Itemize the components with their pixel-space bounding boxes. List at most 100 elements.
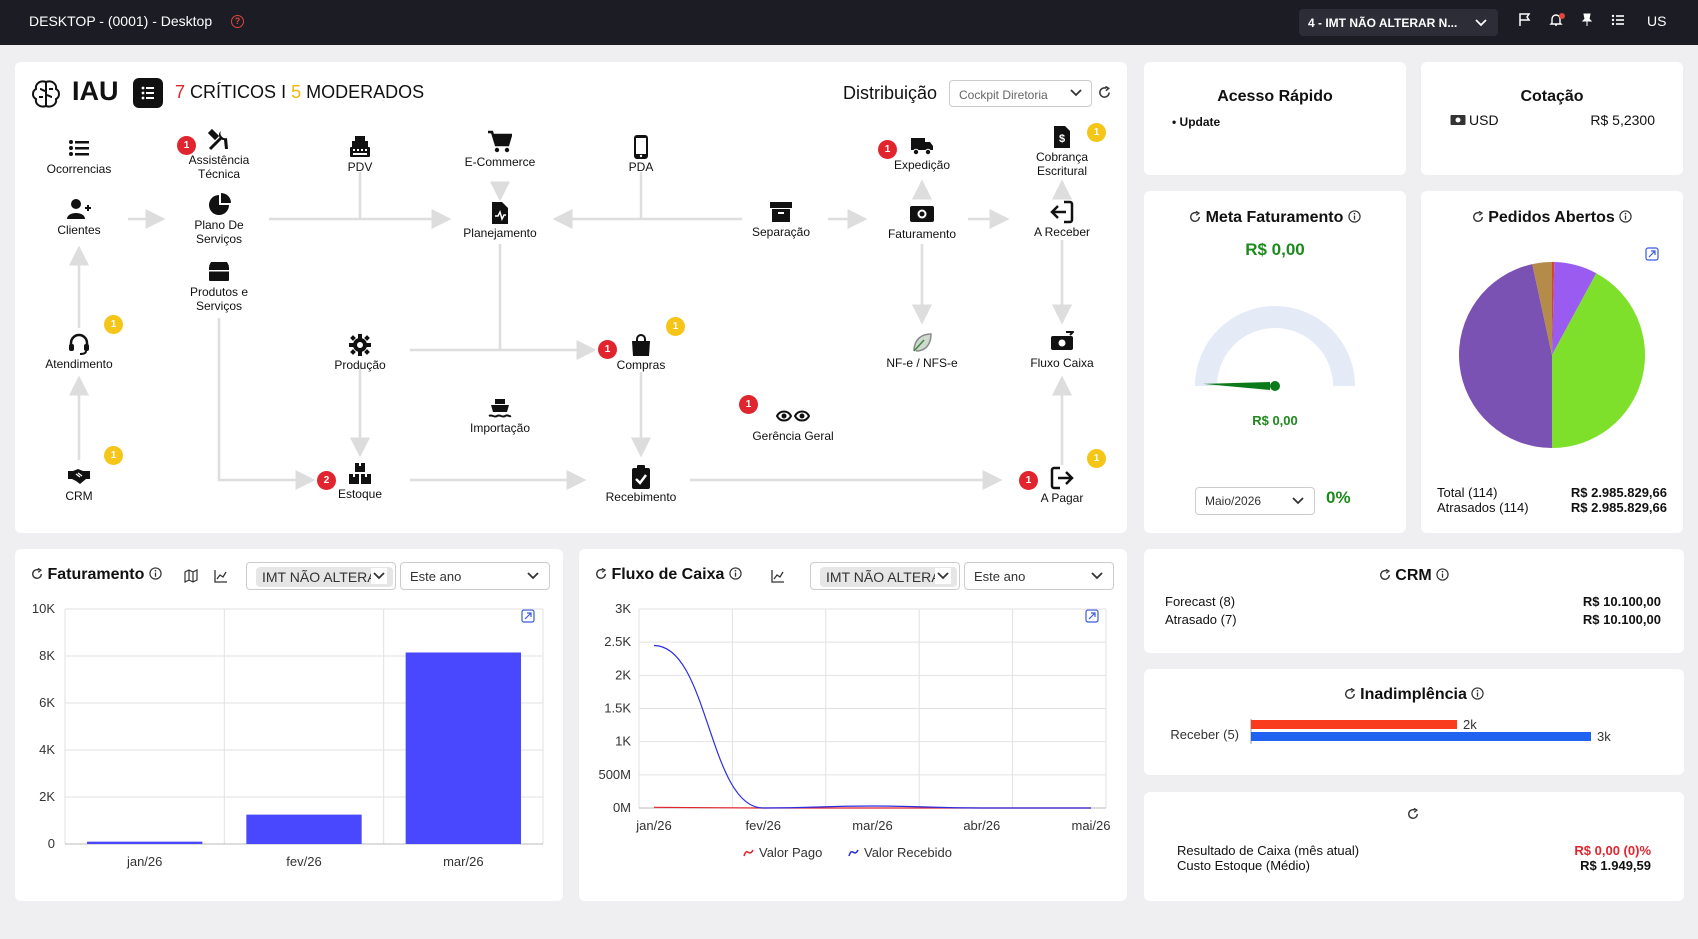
pie-slice[interactable]	[1459, 264, 1552, 448]
flow-node-ecommerce[interactable]: E-Commerce	[440, 130, 560, 169]
map-icon[interactable]	[184, 569, 198, 583]
refresh-icon[interactable]	[1379, 568, 1391, 581]
help-icon[interactable]: ?	[231, 15, 244, 28]
faturamento-period-select[interactable]: Este ano	[400, 562, 550, 590]
pie-slice[interactable]	[1552, 262, 1597, 355]
legend-swatch	[743, 849, 754, 857]
moderate-badge[interactable]: 1	[104, 315, 123, 334]
refresh-icon[interactable]	[595, 567, 607, 580]
fluxo-company-filter[interactable]: IMT NÃO ALTERAR	[810, 562, 960, 590]
critical-badge[interactable]: 1	[598, 340, 617, 359]
flow-node-ocorrencias[interactable]: Ocorrencias	[19, 137, 139, 176]
flow-node-pda[interactable]: PDA	[581, 135, 701, 174]
critical-badge[interactable]: 2	[317, 471, 336, 490]
bar[interactable]	[1251, 732, 1591, 741]
refresh-icon[interactable]	[1344, 687, 1356, 700]
flow-node-recebimento[interactable]: Recebimento	[581, 465, 701, 504]
legend-label[interactable]: Valor Recebido	[864, 845, 952, 860]
flow-node-plano[interactable]: Plano De Serviços	[159, 193, 279, 246]
cotacao-currency: USD	[1469, 112, 1499, 128]
y-tick-label: 8K	[39, 648, 55, 663]
refresh-icon[interactable]	[1189, 210, 1201, 223]
flow-node-cobranca[interactable]: $ Cobrança Escritural	[1002, 125, 1122, 178]
bar[interactable]	[87, 841, 203, 844]
flow-node-label: Produtos e Serviços	[189, 285, 249, 313]
flow-node-producao[interactable]: Produção	[300, 333, 420, 372]
flow-node-pdv[interactable]: PDV	[300, 135, 420, 174]
meta-period-value: Maio/2026	[1205, 494, 1262, 508]
flow-node-label: Estoque	[337, 487, 383, 501]
flow-node-compras[interactable]: Compras	[581, 333, 701, 372]
flow-node-label: Plano De Serviços	[194, 218, 244, 246]
bell-icon[interactable]	[1546, 12, 1566, 32]
flow-node-crm[interactable]: CRM	[19, 464, 139, 503]
refresh-icon[interactable]	[1098, 86, 1111, 99]
info-icon[interactable]	[1436, 568, 1449, 581]
flow-node-expedicao[interactable]: Expedição	[862, 133, 982, 172]
moderate-label: MODERADOS	[306, 82, 425, 102]
flow-node-estoque[interactable]: Estoque	[300, 462, 420, 501]
expand-icon[interactable]	[1085, 609, 1099, 623]
info-icon[interactable]	[1471, 687, 1484, 700]
notification-dot	[1559, 13, 1565, 19]
moderate-badge[interactable]: 1	[104, 446, 123, 465]
flow-node-faturamento[interactable]: Faturamento	[862, 202, 982, 241]
flow-node-planejamento[interactable]: Planejamento	[440, 201, 560, 240]
pie-slice[interactable]	[1532, 262, 1552, 355]
flow-node-gerencia[interactable]: Gerência Geral	[733, 404, 853, 443]
flow-node-atendimento[interactable]: Atendimento	[19, 332, 139, 371]
info-icon[interactable]	[1348, 210, 1361, 223]
moderate-badge[interactable]: 1	[1087, 123, 1106, 142]
refresh-icon[interactable]	[1407, 808, 1419, 820]
bar[interactable]	[1251, 720, 1458, 729]
refresh-icon[interactable]	[31, 567, 43, 580]
iau-list-button[interactable]	[133, 78, 163, 108]
flow-node-label: E-Commerce	[464, 155, 536, 169]
info-icon[interactable]	[729, 567, 742, 580]
info-icon[interactable]	[1619, 210, 1632, 223]
info-icon[interactable]	[149, 567, 162, 580]
flow-node-apagar[interactable]: A Pagar	[1002, 466, 1122, 505]
pie-slice[interactable]	[1552, 262, 1555, 355]
flow-node-nfe[interactable]: NF-e / NFS-e	[862, 331, 982, 370]
line-chart-icon[interactable]	[214, 569, 228, 583]
expand-icon[interactable]	[1645, 247, 1659, 261]
list-icon[interactable]	[1608, 12, 1628, 32]
handshake-icon	[68, 469, 90, 484]
language-toggle[interactable]: US	[1647, 13, 1667, 29]
series-line[interactable]	[653, 644, 1091, 809]
line-chart-icon[interactable]	[771, 569, 785, 583]
legend-label[interactable]: Valor Pago	[759, 845, 822, 860]
flow-node-produtos[interactable]: Produtos e Serviços	[159, 260, 279, 313]
distribution-select[interactable]: Cockpit Diretoria	[949, 80, 1092, 107]
fluxo-period-select[interactable]: Este ano	[964, 562, 1114, 590]
signout-icon	[1050, 466, 1074, 490]
flow-node-areceber[interactable]: A Receber	[1002, 200, 1122, 239]
critical-badge[interactable]: 1	[878, 140, 897, 159]
faturamento-company-filter[interactable]: IMT NÃO ALTERAR	[246, 562, 396, 590]
bar[interactable]	[246, 814, 362, 844]
moderate-badge[interactable]: 1	[666, 317, 685, 336]
critical-badge[interactable]: 1	[1019, 471, 1038, 490]
acesso-rapido-item[interactable]: • Update	[1172, 115, 1221, 129]
bar[interactable]	[405, 652, 521, 844]
crm-forecast-label: Forecast (8)	[1165, 594, 1236, 609]
flow-node-separacao[interactable]: Separação	[721, 200, 841, 239]
y-tick-label: 2K	[39, 789, 55, 804]
refresh-icon[interactable]	[1472, 210, 1484, 223]
y-tick-label: 6K	[39, 695, 55, 710]
flow-node-assistencia[interactable]: Assistência Técnica	[159, 128, 279, 181]
meta-period-select[interactable]: Maio/2026	[1195, 487, 1315, 515]
flow-node-clientes[interactable]: Clientes	[19, 198, 139, 237]
pin-icon[interactable]	[1577, 12, 1597, 32]
flow-node-fluxocaixa[interactable]: Fluxo Caixa	[1002, 331, 1122, 370]
flow-node-importacao[interactable]: Importação	[440, 396, 560, 435]
moderate-badge[interactable]: 1	[1087, 449, 1106, 468]
company-select[interactable]: 4 - IMT NÃO ALTERAR N...	[1299, 9, 1498, 36]
critical-badge[interactable]: 1	[177, 136, 196, 155]
critical-badge[interactable]: 1	[739, 395, 758, 414]
flag-icon[interactable]	[1515, 12, 1535, 32]
expand-icon[interactable]	[521, 609, 535, 623]
pie-slice[interactable]	[1552, 273, 1645, 448]
pedidos-abertos-title: Pedidos Abertos	[1488, 209, 1615, 226]
